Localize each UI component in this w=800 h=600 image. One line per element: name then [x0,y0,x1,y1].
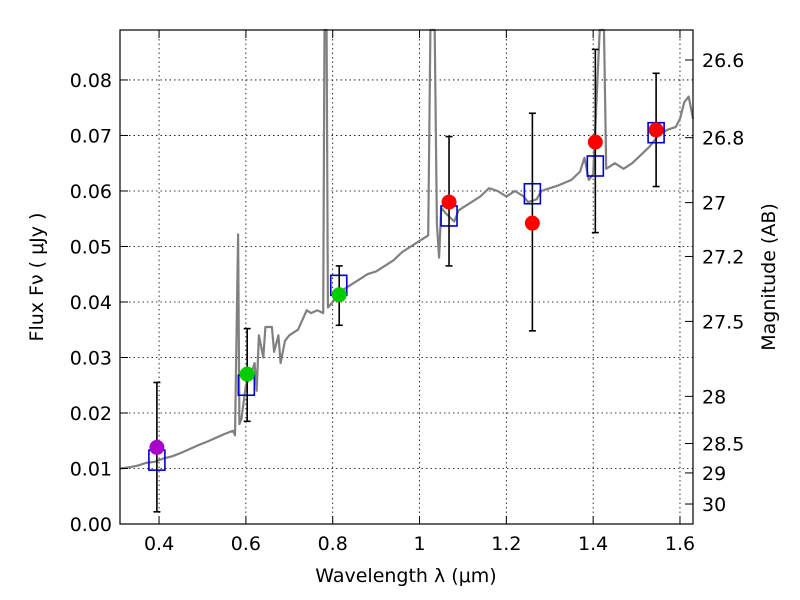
observed-point [149,439,165,455]
y-tick-label: 0.04 [70,292,112,314]
x-tick-label: 1.6 [665,533,695,555]
right-tick-label: 28.5 [702,434,744,456]
grid [120,30,693,524]
y-tick-label: 0.03 [70,347,112,369]
right-tick-label: 30 [702,494,726,516]
x-tick-label: 1.4 [578,533,608,555]
ticks [120,30,693,525]
x-tick-label: 0.4 [144,533,174,555]
right-tick-label: 28 [702,386,726,408]
observed-point [331,287,347,303]
right-tick-label: 27.5 [702,311,744,333]
x-tick-label: 0.8 [318,533,348,555]
y-tick-label: 0.08 [70,70,112,92]
right-tick-labels: 26.6 26.8 27 27.2 27.5 28 28.5 29 30 [702,50,744,516]
x-tick-labels: 0.4 0.6 0.8 1 1.2 1.4 1.6 [144,533,695,555]
observed-point [239,366,255,382]
x-tick-label: 1.2 [491,533,521,555]
x-tick-label: 1 [413,533,425,555]
y-axis-title: Flux Fν ( μJy ) [26,213,48,342]
plot-background [120,30,693,524]
y-tick-label: 0.00 [70,514,112,536]
observed-point [648,122,664,138]
right-tick-label: 27 [702,193,726,215]
observed-point [441,194,457,210]
right-tick-label: 26.8 [702,128,744,150]
observed-photometry-series [149,48,664,513]
observed-point [587,134,603,150]
y-tick-labels: 0.00 0.01 0.02 0.03 0.04 0.05 0.06 0.07 0.08 [70,70,112,536]
x-axis-title: Wavelength λ (μm) [315,565,496,587]
y-tick-label: 0.01 [70,458,112,480]
y-tick-label: 0.02 [70,403,112,425]
plot-frame [119,29,694,525]
right-axis-title: Magnitude (AB) [758,203,780,351]
right-tick-label: 29 [702,463,726,485]
right-tick-label: 26.6 [702,50,744,72]
y-tick-label: 0.06 [70,181,112,203]
y-tick-label: 0.07 [70,125,112,147]
right-tick-label: 27.2 [702,246,744,268]
x-tick-label: 0.6 [231,533,261,555]
observed-point [524,215,540,231]
y-tick-label: 0.05 [70,236,112,258]
